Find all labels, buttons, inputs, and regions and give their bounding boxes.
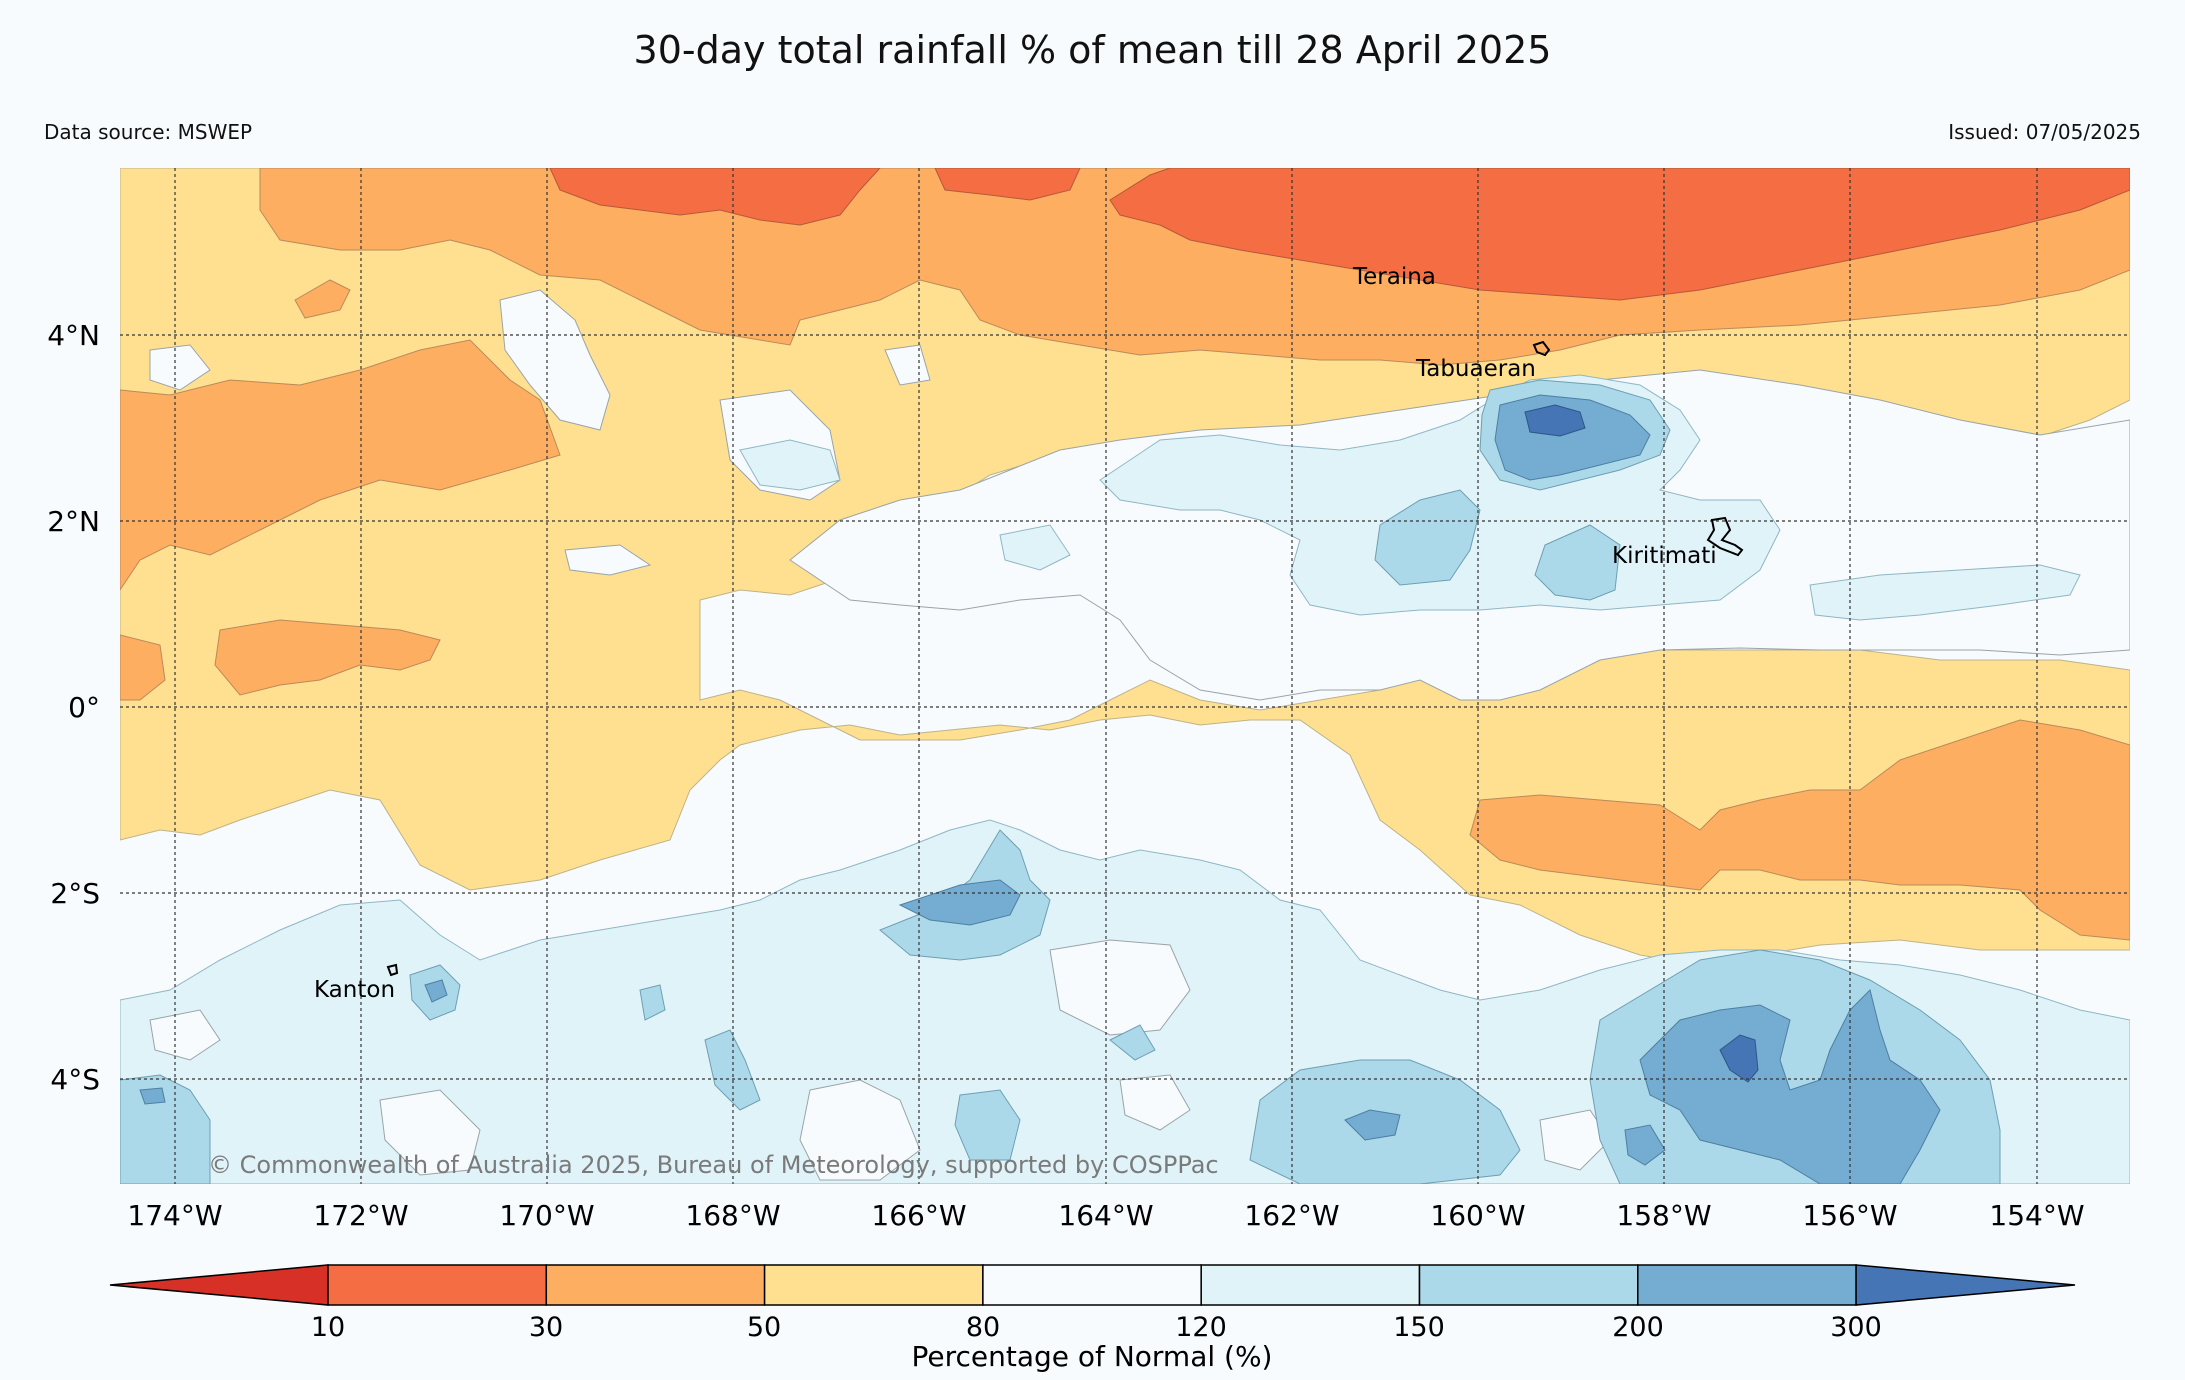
colorbar-tick-labels: 10 30 50 80 120 150 200 300 [311,1312,1882,1343]
band-120-150-east [1809,564,2081,621]
copyright-notice: © Commonwealth of Australia 2025, Bureau… [208,1151,1219,1179]
band-over-300-southeast [1719,1034,1759,1083]
band-30-50-west [120,339,561,591]
lat-label-2s: 2°S [50,877,100,910]
lon-label-164w: 164°W [1058,1199,1153,1232]
islands [386,340,1744,977]
band-200-300-south-center [1344,1109,1401,1141]
place-label-kanton: Kanton [314,977,395,1003]
band-120-150-pocket [999,524,1071,571]
band-150-200-patch-d [1109,1024,1156,1061]
place-label-teraina: Teraina [1352,264,1436,290]
colorbar-segment [1418,1264,1639,1306]
band-80-120-south-f [149,1009,221,1061]
band-200-300-patch [1624,1124,1666,1166]
issued-date-label: Issued: 07/05/2025 [1948,120,2141,144]
lat-label-4n: 4°N [47,319,100,352]
band-80-120-south-c [379,1089,481,1176]
band-80-120-pocket-e [564,544,652,576]
colorbar-tick-300: 300 [1830,1312,1882,1343]
band-150-200-southwest [120,1074,211,1184]
data-source-label: Data source: MSWEP [44,120,253,144]
colorbar-tick-150: 150 [1393,1312,1445,1343]
band-30-50-southeast [1469,719,2130,941]
band-30-50-west-small [214,619,441,696]
lon-label-154w: 154°W [1989,1199,2084,1232]
lat-label-0: 0° [68,691,100,724]
band-80-120-south-e [1539,1109,1611,1171]
band-30-50-patch [294,279,351,319]
band-10-30-north-west [549,168,881,226]
colorbar-segment [545,1264,766,1306]
colorbar-tick-120: 120 [1175,1312,1227,1343]
band-80-120-pocket-b [149,344,211,391]
gridlines [120,168,2130,1184]
colorbar-segment [763,1264,984,1306]
lon-label-168w: 168°W [685,1199,780,1232]
colorbar-tick-80: 80 [966,1312,1000,1343]
latitude-labels: 4°N 2°N 0° 2°S 4°S [47,319,100,1096]
colorbar-segment-under-10 [109,1264,329,1306]
colorbar-segment-over-300 [1855,1264,2076,1306]
band-200-300-southwest [139,1087,166,1105]
lon-label-158w: 158°W [1616,1199,1711,1232]
tabuaeran-island-outline [1532,340,1551,357]
colorbar-tick-30: 30 [529,1312,563,1343]
band-120-150-west [739,439,841,491]
colorbar-segments [109,1264,2076,1306]
colorbar-segment [1637,1264,1857,1306]
colorbar-title: Percentage of Normal (%) [912,1340,1273,1373]
colorbar-tick-50: 50 [747,1312,781,1343]
colorbar-segment [982,1264,1202,1306]
band-over-300-tabuaeran [1524,404,1586,437]
band-10-30-north [1109,168,2130,301]
lon-label-166w: 166°W [871,1199,966,1232]
band-200-300-kanton [424,979,448,1003]
band-150-200-patch-a [954,1089,1021,1161]
band-200-300-southeast [1639,989,1941,1184]
colorbar-tick-10: 10 [311,1312,345,1343]
kiritimati-island-outline [1706,516,1744,557]
place-label-tabuaeran: Tabuaeran [1415,356,1536,382]
band-200-300-central-mid [898,879,1021,926]
rainfall-field [120,168,2130,1184]
map-title: 30-day total rainfall % of mean till 28 … [633,28,1552,72]
band-30-50-west-edge [120,634,166,701]
lon-label-160w: 160°W [1430,1199,1525,1232]
colorbar-segment [327,1264,548,1306]
lon-label-170w: 170°W [499,1199,594,1232]
lat-label-2n: 2°N [47,505,100,538]
place-label-kiritimati: Kiritimati [1612,543,1717,569]
band-80-120-pocket-a [499,289,611,431]
band-80-120-south-b [799,1079,921,1181]
colorbar-tick-200: 200 [1612,1312,1664,1343]
band-150-200-central-b [1534,524,1621,601]
lon-label-174w: 174°W [127,1199,222,1232]
band-150-200-patch-c [639,984,666,1021]
longitude-labels: 174°W 172°W 170°W 168°W 166°W 164°W 162°… [127,1199,2084,1232]
kanton-island-outline [386,963,399,977]
band-80-120-south-a [1049,939,1191,1036]
lat-label-4s: 4°S [50,1063,100,1096]
band-80-120-south-d [1119,1074,1191,1131]
lon-label-156w: 156°W [1802,1199,1897,1232]
colorbar-segment [1200,1264,1421,1306]
colorbar: 10 30 50 80 120 150 200 300 Percentage o… [109,1264,2076,1373]
lon-label-162w: 162°W [1244,1199,1339,1232]
lon-label-172w: 172°W [313,1199,408,1232]
band-10-30-north-mid [934,168,1081,201]
band-150-200-central-a [1374,489,1481,586]
